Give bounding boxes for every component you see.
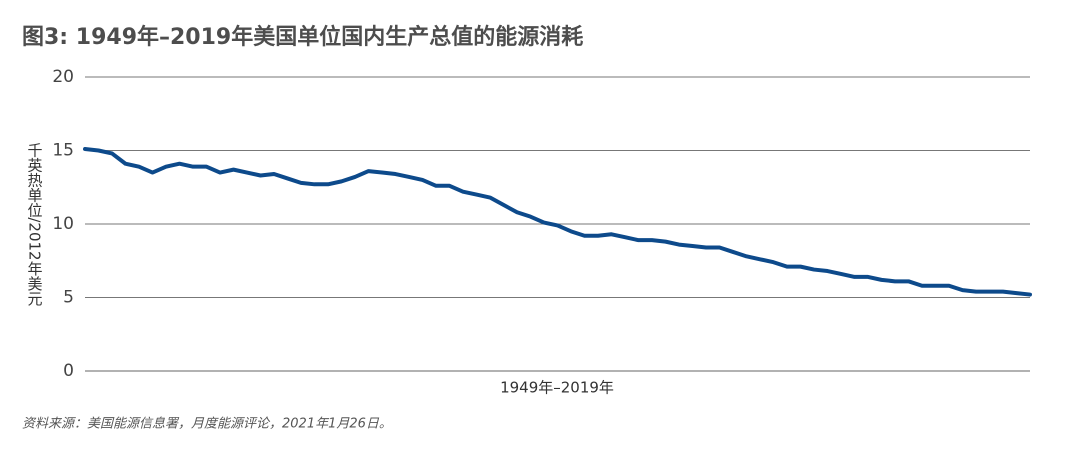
x-axis-label: 1949年–2019年: [500, 379, 614, 397]
chart-title: 图3: 1949年–2019年美国单位国内生产总值的能源消耗: [22, 24, 583, 50]
y-axis-label: 千英热单位/2012年美元: [26, 142, 44, 306]
y-tick-label: 15: [52, 141, 74, 161]
data-line: [83, 147, 1032, 297]
y-tick-label: 10: [52, 214, 74, 234]
y-tick-label: 0: [63, 361, 74, 381]
y-tick-label: 5: [63, 288, 74, 308]
source-note: 资料来源：美国能源信息署，月度能源评论，2021年1月26日。: [22, 416, 392, 432]
y-tick-label: 20: [52, 67, 74, 87]
